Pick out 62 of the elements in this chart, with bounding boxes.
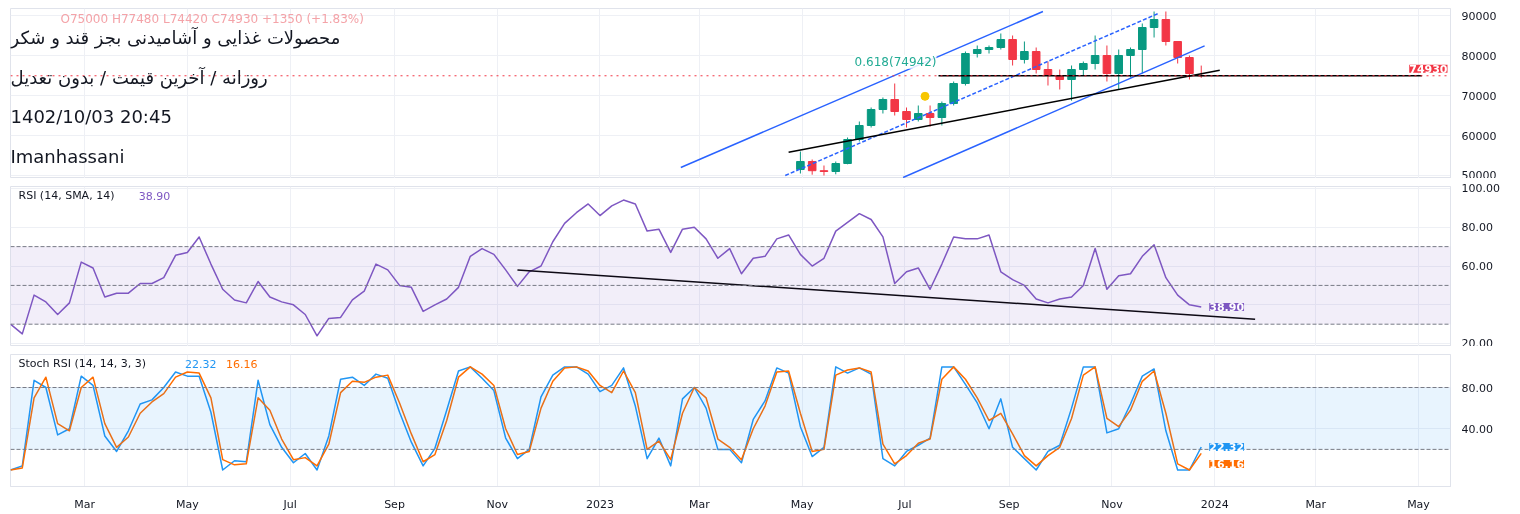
candlestick xyxy=(1067,65,1076,102)
data-label: 16.16 xyxy=(1209,457,1245,471)
candlestick xyxy=(1020,41,1029,64)
y-tick-label: 50000 xyxy=(1461,168,1497,182)
candlestick xyxy=(925,105,935,128)
y-tick-label: 100.00 xyxy=(1461,182,1500,196)
x-tick-label: Mar xyxy=(74,497,96,511)
annotation: Imanhassani xyxy=(10,145,125,167)
x-tick-label: Nov xyxy=(486,497,509,511)
data-label: 22.32 xyxy=(1209,440,1245,454)
annotation: 1402/10/03 20:45 xyxy=(10,106,172,127)
annotation: 0.618(74942) xyxy=(854,54,937,69)
y-tick-label: 80.00 xyxy=(1461,221,1493,235)
y-tick-label: 20.00 xyxy=(1461,336,1493,350)
ref-line-label: 74930 xyxy=(1409,62,1448,76)
y-tick-label: 90000 xyxy=(1461,9,1497,23)
y-tick-label: 60000 xyxy=(1461,129,1497,143)
candlestick xyxy=(890,83,899,116)
chart-title: RSI (14, SMA, 14) xyxy=(18,189,115,202)
y-tick-label: 80000 xyxy=(1461,49,1497,63)
x-tick-label: May xyxy=(175,497,200,511)
chart-title: Stoch RSI (14, 14, 3, 3) xyxy=(18,357,146,370)
x-tick-label: 2024 xyxy=(1200,497,1229,511)
candlestick xyxy=(843,137,852,165)
candlestick xyxy=(1138,23,1147,74)
y-tick-label: 80.00 xyxy=(1461,381,1493,395)
candlestick xyxy=(984,45,994,54)
x-tick-label: Sep xyxy=(998,497,1020,511)
annotation: 16.16 xyxy=(225,357,258,371)
line-series xyxy=(10,199,1202,337)
text: محصولات غذایی و آشامیدنی بجز قند و شکر xyxy=(9,26,341,49)
x-tick-label: Nov xyxy=(1101,497,1124,511)
x-tick-label: Sep xyxy=(384,497,405,511)
candlestick xyxy=(1114,49,1123,90)
annotation: روزانه / آخرین قیمت / بدون تعدیل xyxy=(10,65,268,89)
x-tick-label: May xyxy=(1407,497,1431,511)
candlestick xyxy=(1031,47,1041,74)
candlestick xyxy=(1173,41,1182,64)
data-label: 38.90 xyxy=(1209,300,1245,314)
annotation: 38.90 xyxy=(138,189,171,203)
candlestick xyxy=(1126,47,1135,78)
x-tick-label: Jul xyxy=(282,497,297,511)
y-tick-label: 40.00 xyxy=(1461,422,1493,436)
candlestick xyxy=(796,151,805,174)
candlestick xyxy=(855,121,864,142)
candlestick xyxy=(1161,11,1171,46)
chart-subtitle: O75000 H77480 L74420 C74930 +1350 (+1.83%) xyxy=(60,11,364,26)
candlestick xyxy=(1149,11,1159,38)
x-tick-label: Mar xyxy=(1305,497,1327,511)
x-tick-label: Jul xyxy=(897,497,912,511)
x-tick-label: 2023 xyxy=(585,497,614,511)
candlestick xyxy=(1008,35,1017,66)
x-tick-label: May xyxy=(790,497,814,511)
candlestick xyxy=(949,81,958,106)
y-tick-label: 60.00 xyxy=(1461,260,1493,274)
annotation: 22.32 xyxy=(184,357,217,371)
y-tick-label: 70000 xyxy=(1461,89,1497,103)
candlestick xyxy=(819,165,829,176)
candlestick xyxy=(902,107,911,128)
x-tick-label: Mar xyxy=(688,497,711,511)
candlestick xyxy=(1090,35,1100,70)
candlestick xyxy=(866,107,876,128)
